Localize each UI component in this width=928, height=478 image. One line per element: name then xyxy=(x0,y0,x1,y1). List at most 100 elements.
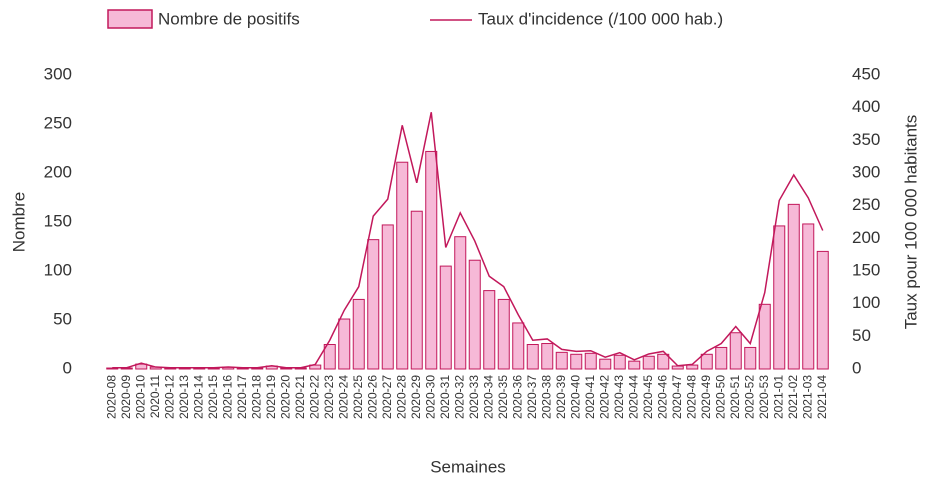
bar xyxy=(526,344,539,370)
x-tick-label: 2021-04 xyxy=(815,375,829,419)
x-tick-label: 2020-18 xyxy=(249,375,263,419)
x-tick-label: 2020-49 xyxy=(699,375,713,419)
y2-tick-label: 150 xyxy=(852,260,880,279)
y-tick-label: 150 xyxy=(44,211,72,230)
legend-label: Nombre de positifs xyxy=(158,9,300,28)
bar xyxy=(729,332,742,370)
bar xyxy=(338,318,351,370)
x-tick-label: 2020-19 xyxy=(264,375,278,419)
x-tick-label: 2020-34 xyxy=(481,375,495,419)
x-tick-label: 2020-36 xyxy=(510,375,524,419)
legend-swatch xyxy=(107,9,153,29)
x-tick-label: 2021-02 xyxy=(786,375,800,419)
y2-tick-label: 450 xyxy=(852,64,880,83)
x-tick-label: 2020-35 xyxy=(496,375,510,419)
bar xyxy=(744,346,757,370)
x-tick-label: 2020-30 xyxy=(423,375,437,419)
x-tick-label: 2020-21 xyxy=(293,375,307,419)
y2-tick-label: 250 xyxy=(852,195,880,214)
x-tick-label: 2020-41 xyxy=(583,375,597,419)
bar xyxy=(671,365,684,370)
bar xyxy=(773,225,786,370)
x-tick-label: 2020-14 xyxy=(191,375,205,419)
bar xyxy=(468,259,481,370)
x-tick-label: 2020-27 xyxy=(380,375,394,419)
x-tick-label: 2020-24 xyxy=(336,375,350,419)
bar xyxy=(570,353,583,370)
x-tick-label: 2020-17 xyxy=(235,375,249,419)
x-tick-label: 2020-29 xyxy=(409,375,423,419)
bar xyxy=(512,322,525,370)
bar xyxy=(584,352,597,370)
y2-tick-label: 350 xyxy=(852,130,880,149)
bar xyxy=(657,353,670,370)
x-tick-label: 2020-12 xyxy=(162,375,176,419)
x-tick-label: 2021-01 xyxy=(771,375,785,419)
legend-label: Taux d'incidence (/100 000 hab.) xyxy=(478,9,723,28)
bar xyxy=(381,224,394,370)
bar xyxy=(439,265,452,370)
x-tick-label: 2020-13 xyxy=(177,375,191,419)
y2-tick-label: 0 xyxy=(852,358,861,377)
y-tick-label: 100 xyxy=(44,260,72,279)
bar xyxy=(396,161,409,370)
x-tick-label: 2020-39 xyxy=(554,375,568,419)
bar xyxy=(628,360,641,370)
y-tick-label: 250 xyxy=(44,113,72,132)
x-tick-label: 2020-38 xyxy=(539,375,553,419)
y2-tick-label: 400 xyxy=(852,97,880,116)
x-tick-label: 2020-47 xyxy=(670,375,684,419)
bar xyxy=(758,303,771,370)
x-tick-label: 2020-10 xyxy=(133,375,147,419)
bar xyxy=(555,351,568,370)
line xyxy=(112,112,824,369)
x-tick-label: 2020-28 xyxy=(394,375,408,419)
y-tick-label: 50 xyxy=(53,309,72,328)
x-tick-label: 2020-09 xyxy=(119,375,133,419)
x-tick-label: 2020-32 xyxy=(452,375,466,419)
bar xyxy=(352,298,365,370)
y-tick-label: 0 xyxy=(63,358,72,377)
x-tick-label: 2020-50 xyxy=(713,375,727,419)
bar xyxy=(483,290,496,370)
bar xyxy=(686,364,699,370)
x-tick-label: 2020-42 xyxy=(597,375,611,419)
x-tick-label: 2020-45 xyxy=(641,375,655,419)
x-tick-label: 2020-53 xyxy=(757,375,771,419)
x-tick-label: 2020-51 xyxy=(728,375,742,419)
x-tick-label: 2020-22 xyxy=(307,375,321,419)
x-tick-label: 2020-33 xyxy=(467,375,481,419)
x-tick-label: 2021-03 xyxy=(800,375,814,419)
y2-tick-label: 100 xyxy=(852,293,880,312)
y-axis-title: Nombre xyxy=(9,192,28,252)
bar xyxy=(816,250,829,370)
y-tick-label: 300 xyxy=(44,64,72,83)
bar xyxy=(541,343,554,370)
bar xyxy=(715,346,728,370)
y2-tick-label: 300 xyxy=(852,162,880,181)
bar xyxy=(135,363,148,370)
x-tick-label: 2020-46 xyxy=(655,375,669,419)
x-tick-label: 2020-15 xyxy=(206,375,220,419)
x-tick-label: 2020-44 xyxy=(626,375,640,419)
y2-tick-label: 50 xyxy=(852,326,871,345)
bar xyxy=(802,223,815,370)
x-tick-label: 2020-26 xyxy=(365,375,379,419)
x-tick-label: 2020-43 xyxy=(612,375,626,419)
bar xyxy=(700,353,713,370)
x-tick-label: 2020-40 xyxy=(568,375,582,419)
y2-tick-label: 200 xyxy=(852,228,880,247)
x-tick-label: 2020-23 xyxy=(322,375,336,419)
bar xyxy=(454,236,467,370)
x-tick-label: 2020-37 xyxy=(525,375,539,419)
bar xyxy=(425,150,438,370)
bar xyxy=(367,239,380,370)
x-axis-title: Semaines xyxy=(430,457,506,476)
y2-axis-title: Taux pour 100 000 habitants xyxy=(901,115,920,330)
bar xyxy=(599,358,612,370)
x-tick-label: 2020-08 xyxy=(104,375,118,419)
bar xyxy=(642,355,655,370)
bar xyxy=(410,210,423,370)
x-tick-label: 2020-52 xyxy=(742,375,756,419)
